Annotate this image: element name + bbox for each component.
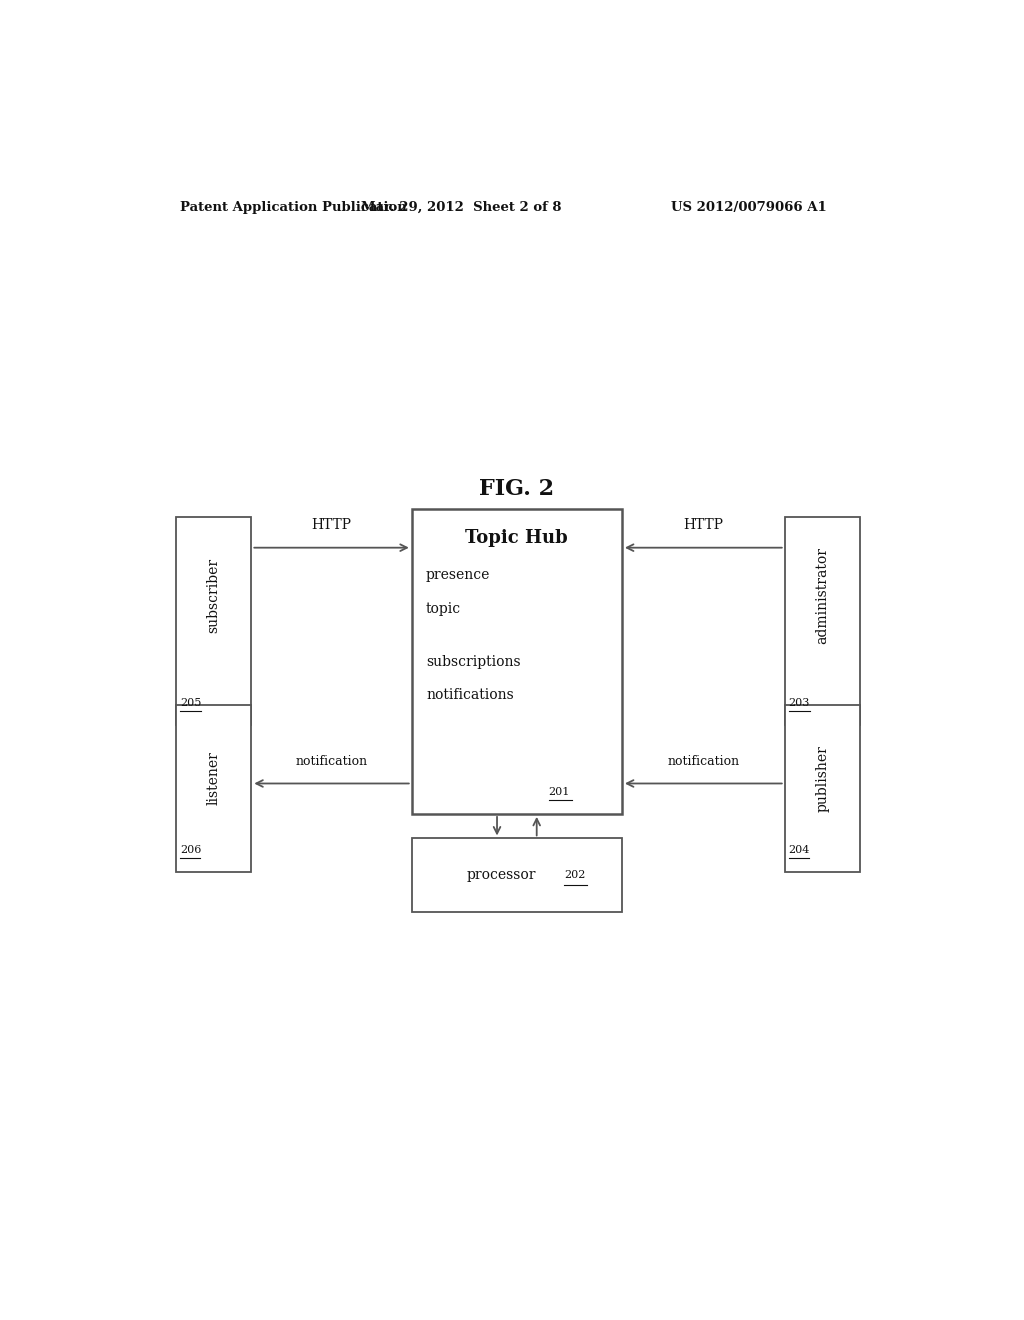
Bar xyxy=(412,510,622,814)
Bar xyxy=(176,705,252,873)
Bar xyxy=(176,516,252,725)
Text: topic: topic xyxy=(426,602,461,615)
Text: presence: presence xyxy=(426,568,490,582)
Text: publisher: publisher xyxy=(815,744,829,812)
Text: notifications: notifications xyxy=(426,688,514,702)
Text: 206: 206 xyxy=(180,845,202,855)
Bar xyxy=(784,705,860,873)
Text: listener: listener xyxy=(207,751,221,805)
Text: 201: 201 xyxy=(549,787,570,796)
Text: Mar. 29, 2012  Sheet 2 of 8: Mar. 29, 2012 Sheet 2 of 8 xyxy=(361,201,561,214)
Text: 203: 203 xyxy=(788,698,810,708)
Bar xyxy=(784,516,860,725)
Text: administrator: administrator xyxy=(815,546,829,644)
Bar xyxy=(412,838,622,912)
Text: processor: processor xyxy=(466,869,536,882)
Text: HTTP: HTTP xyxy=(683,519,723,532)
Text: Patent Application Publication: Patent Application Publication xyxy=(179,201,407,214)
Text: US 2012/0079066 A1: US 2012/0079066 A1 xyxy=(671,201,826,214)
Text: 204: 204 xyxy=(788,845,810,855)
Text: 202: 202 xyxy=(564,870,586,880)
Text: FIG. 2: FIG. 2 xyxy=(479,478,554,500)
Text: subscriber: subscriber xyxy=(207,558,221,634)
Text: Topic Hub: Topic Hub xyxy=(466,528,568,546)
Text: notification: notification xyxy=(668,755,739,768)
Text: notification: notification xyxy=(296,755,368,768)
Text: HTTP: HTTP xyxy=(311,519,351,532)
Text: subscriptions: subscriptions xyxy=(426,655,520,668)
Text: 205: 205 xyxy=(180,698,202,708)
